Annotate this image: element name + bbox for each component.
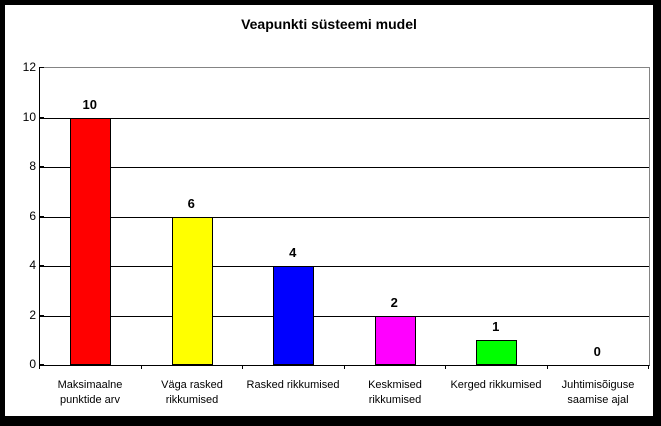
y-axis-tick [39, 265, 44, 266]
y-axis-tick-label: 8 [29, 159, 36, 173]
gridline-y-4 [40, 266, 649, 267]
y-axis-tick [39, 215, 44, 217]
plot-area [39, 67, 650, 366]
bar-2 [273, 266, 315, 365]
x-axis-tick [547, 365, 548, 369]
y-axis-tick-label: 6 [29, 208, 36, 223]
data-label: 6 [187, 195, 195, 211]
data-label: 10 [82, 96, 97, 112]
bar-4 [476, 340, 518, 365]
bar-1 [171, 216, 213, 365]
data-label: 2 [390, 294, 398, 310]
y-axis-tick-label: 0 [29, 357, 36, 371]
gridline-y-8 [40, 167, 649, 168]
data-label: 0 [593, 344, 601, 359]
y-axis-tick-label: 4 [29, 258, 36, 272]
gridline-y-6 [40, 216, 649, 218]
bar-3 [374, 315, 416, 365]
y-axis-tick-label: 12 [22, 60, 36, 74]
y-axis-tick [39, 116, 44, 118]
y-axis-tick [39, 67, 44, 68]
chart-title: Veapunkti süsteemi mudel [241, 16, 417, 32]
gridline-y-2 [40, 315, 649, 317]
category-label: Väga rasked rikkumised [161, 379, 223, 406]
data-label: 1 [492, 319, 500, 335]
bar-0 [70, 117, 112, 365]
category-label: Keskmised rikkumised [368, 379, 422, 406]
y-axis-tick [39, 166, 44, 167]
y-axis-tick [39, 364, 44, 365]
gridline-y-10 [40, 117, 649, 119]
category-label: Kerged rikkumised [450, 379, 542, 391]
x-axis-tick [39, 365, 40, 369]
y-axis-tick-label: 10 [22, 109, 36, 124]
category-label: Maksimaalne punktide arv [57, 379, 123, 406]
y-axis-tick-label: 2 [29, 307, 36, 322]
x-axis-tick [344, 365, 345, 369]
x-axis-tick [648, 365, 649, 369]
x-axis-tick [242, 365, 243, 369]
y-axis-tick [39, 314, 44, 316]
x-axis-tick [445, 365, 446, 369]
data-label: 4 [289, 245, 297, 260]
category-label: Rasked rikkumised [246, 379, 340, 391]
category-label: Juhtimisõiguse saamise ajal [561, 379, 635, 406]
x-axis-tick [141, 365, 142, 369]
